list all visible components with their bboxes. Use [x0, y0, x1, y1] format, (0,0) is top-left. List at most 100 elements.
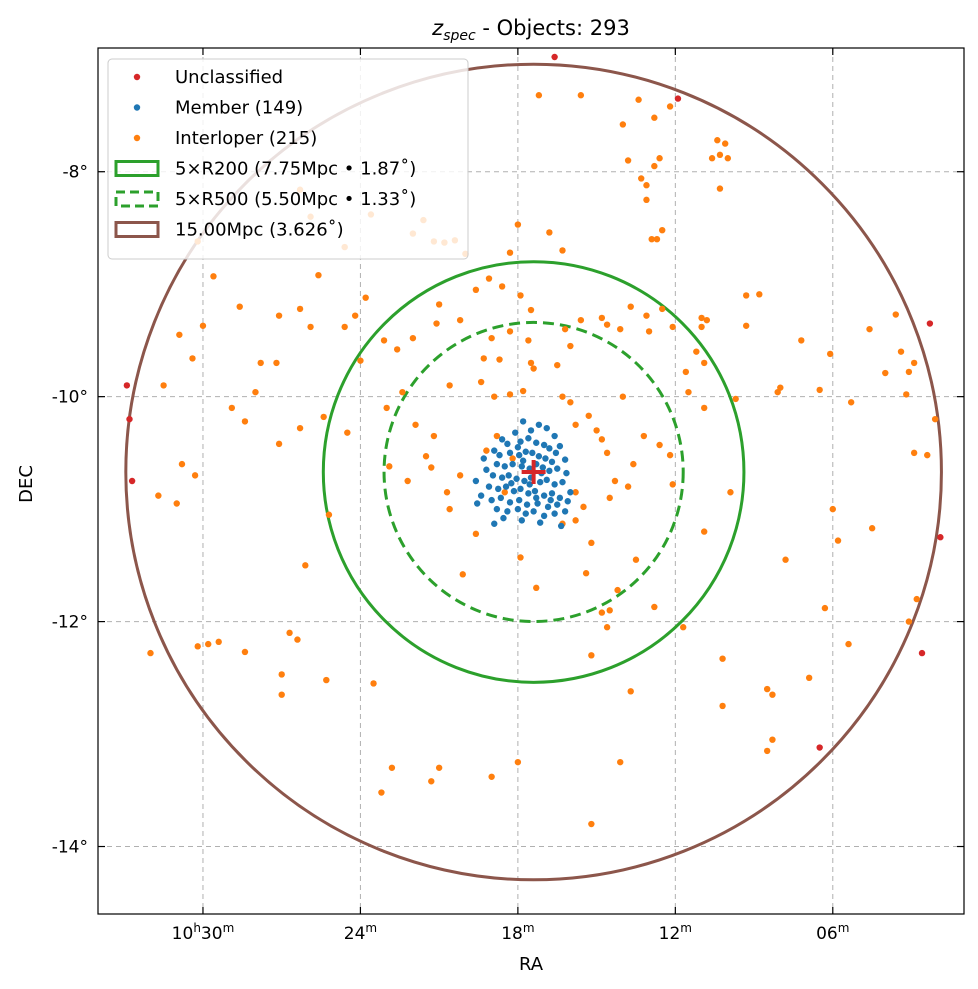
- data-point: [539, 464, 547, 471]
- data-point: [897, 348, 905, 355]
- data-point: [937, 534, 944, 541]
- data-point: [527, 427, 535, 434]
- data-point: [724, 155, 732, 162]
- data-point: [777, 384, 784, 391]
- data-point: [645, 328, 653, 335]
- data-point: [430, 432, 438, 440]
- y-tick-label: -14°: [52, 838, 88, 858]
- data-point: [659, 305, 666, 313]
- data-point: [693, 348, 700, 355]
- data-point: [357, 357, 364, 364]
- data-point: [393, 346, 401, 353]
- data-point: [409, 334, 417, 342]
- data-point: [485, 483, 493, 490]
- data-point: [215, 638, 222, 646]
- data-point: [682, 368, 690, 376]
- data-point: [556, 442, 564, 450]
- data-point: [577, 92, 585, 99]
- data-point: [228, 404, 236, 412]
- data-point: [504, 440, 511, 448]
- data-point: [173, 500, 180, 507]
- data-point: [701, 528, 708, 535]
- data-point: [551, 53, 558, 61]
- grid: [98, 48, 964, 914]
- data-point: [910, 449, 918, 457]
- data-point: [147, 649, 154, 657]
- data-point: [552, 449, 560, 457]
- data-point: [459, 571, 466, 578]
- data-point: [721, 140, 729, 147]
- data-point: [572, 517, 579, 524]
- data-point: [598, 609, 606, 616]
- data-point: [533, 494, 540, 502]
- data-point: [567, 399, 574, 406]
- data-point: [805, 674, 813, 682]
- data-point: [501, 489, 508, 496]
- data-point: [559, 478, 566, 486]
- data-point: [514, 505, 522, 513]
- data-point: [325, 511, 333, 518]
- data-point: [488, 773, 495, 780]
- data-point: [719, 702, 726, 710]
- data-point: [656, 155, 663, 162]
- data-point: [320, 413, 327, 421]
- data-point: [548, 458, 556, 466]
- data-point: [603, 449, 611, 457]
- data-point: [540, 492, 548, 499]
- data-point: [509, 460, 516, 468]
- data-point: [585, 412, 592, 419]
- data-point: [493, 505, 501, 513]
- data-point: [666, 103, 674, 110]
- data-point: [506, 328, 514, 335]
- chart-title: zspec - Objects: 293: [431, 16, 630, 44]
- data-point: [554, 361, 561, 369]
- data-point: [494, 485, 502, 493]
- data-point: [551, 510, 558, 517]
- data-point: [517, 438, 524, 445]
- data-point: [530, 508, 537, 515]
- data-point: [910, 359, 918, 367]
- aperture-circles: [124, 62, 943, 882]
- x-tick-label: 12m: [659, 921, 692, 944]
- data-point: [525, 490, 532, 497]
- data-point: [477, 492, 485, 499]
- data-point: [378, 789, 385, 796]
- data-point: [178, 460, 186, 468]
- data-point: [598, 436, 606, 443]
- legend-swatch: [114, 190, 160, 208]
- data-point: [834, 537, 842, 544]
- data-point: [763, 747, 771, 755]
- data-point: [630, 460, 637, 468]
- data-point: [497, 494, 505, 502]
- data-point: [505, 472, 512, 479]
- data-point: [924, 451, 931, 459]
- data-point: [341, 323, 348, 331]
- data-point: [905, 618, 913, 625]
- data-point: [624, 157, 632, 164]
- data-point: [525, 337, 532, 344]
- data-point: [489, 472, 497, 479]
- data-point: [536, 478, 544, 486]
- data-point: [603, 321, 611, 328]
- data-point: [370, 680, 377, 687]
- data-point: [651, 603, 658, 611]
- data-point: [669, 481, 676, 488]
- data-point: [302, 562, 309, 569]
- data-point: [593, 427, 600, 434]
- data-point: [205, 640, 212, 648]
- data-point: [598, 314, 606, 322]
- data-point: [821, 604, 829, 612]
- data-point: [531, 487, 539, 495]
- aperture-circle: [382, 320, 685, 624]
- data-point: [534, 500, 541, 507]
- legend-label: Unclassified: [175, 67, 283, 88]
- data-point: [199, 322, 207, 329]
- data-point: [903, 391, 910, 398]
- data-point: [496, 356, 503, 363]
- data-point: [614, 586, 621, 594]
- data-point: [315, 271, 322, 279]
- data-point: [483, 466, 490, 473]
- data-point: [551, 481, 558, 488]
- x-tick-label: 10h30m: [172, 921, 235, 944]
- data-point: [126, 415, 133, 423]
